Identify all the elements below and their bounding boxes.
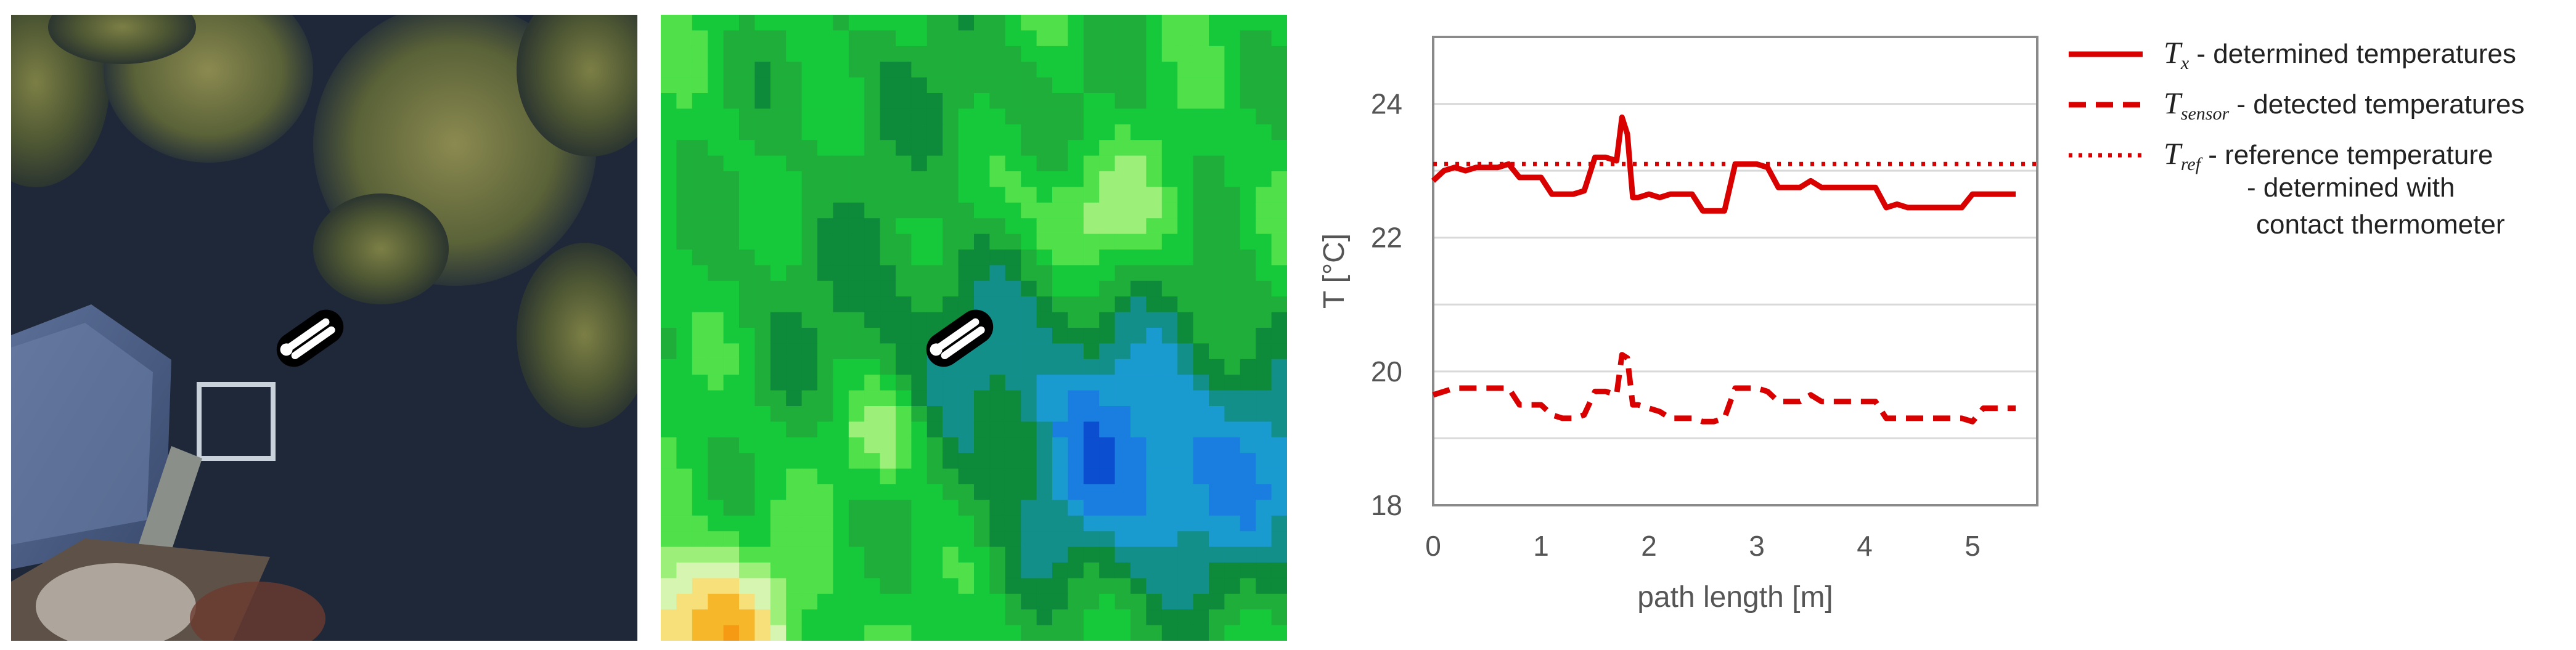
- legend-label-tref-line2: - determined with: [2247, 173, 2455, 203]
- thermometer-icon: [926, 309, 994, 367]
- x-tick-label: 1: [1533, 530, 1549, 562]
- temperature-line-chart: 18 20 22 24 0 1 2 3 4 5 path length [m] T [°C]: [1294, 0, 2576, 650]
- x-tick-labels: 0 1 2 3 4 5: [1425, 530, 1981, 562]
- thermal-image-panel: [661, 15, 1287, 641]
- legend-label-tref-line3: contact thermometer: [2256, 209, 2505, 240]
- y-tick-label: 20: [1371, 355, 1402, 388]
- series-layer: [1431, 114, 2037, 425]
- x-tick-label: 5: [1965, 530, 1981, 562]
- legend-entry-tx: Tx - determined temperatures: [2059, 30, 2570, 80]
- y-tick-labels: 18 20 22 24: [1371, 88, 1402, 521]
- legend-swatch-dotted: [2069, 153, 2143, 158]
- y-tick-label: 22: [1371, 222, 1402, 254]
- legend-swatch-dashed: [2069, 102, 2143, 108]
- chart-gridlines: [1433, 103, 2037, 439]
- x-tick-label: 3: [1749, 530, 1765, 562]
- legend-entry-tsensor: Tsensor - detected temperatures: [2059, 80, 2570, 131]
- chart-legend: Tx - determined temperatures Tsensor - d…: [2059, 30, 2570, 254]
- legend-label-tx: Tx - determined temperatures: [2164, 35, 2516, 73]
- x-tick-label: 2: [1641, 530, 1657, 562]
- aerial-photo-panel: [11, 15, 637, 641]
- series-line-sensor: [1432, 352, 2016, 425]
- x-tick-label: 4: [1857, 530, 1873, 562]
- legend-swatch-solid: [2069, 51, 2143, 57]
- y-tick-label: 24: [1371, 88, 1402, 120]
- y-axis-label: T [°C]: [1318, 234, 1351, 309]
- plot-frame: [1432, 36, 2038, 506]
- series-line-x: [1431, 114, 2016, 214]
- thermometer-icon: [276, 309, 344, 367]
- legend-label-tref: Tref - reference temperature: [2164, 136, 2493, 174]
- legend-label-tsensor: Tsensor - detected temperatures: [2164, 86, 2525, 124]
- legend-entry-tref: Tref - reference temperature - determine…: [2059, 131, 2570, 254]
- x-tick-label: 0: [1425, 530, 1441, 562]
- x-axis-label: path length [m]: [1637, 581, 1833, 614]
- y-tick-label: 18: [1371, 489, 1402, 521]
